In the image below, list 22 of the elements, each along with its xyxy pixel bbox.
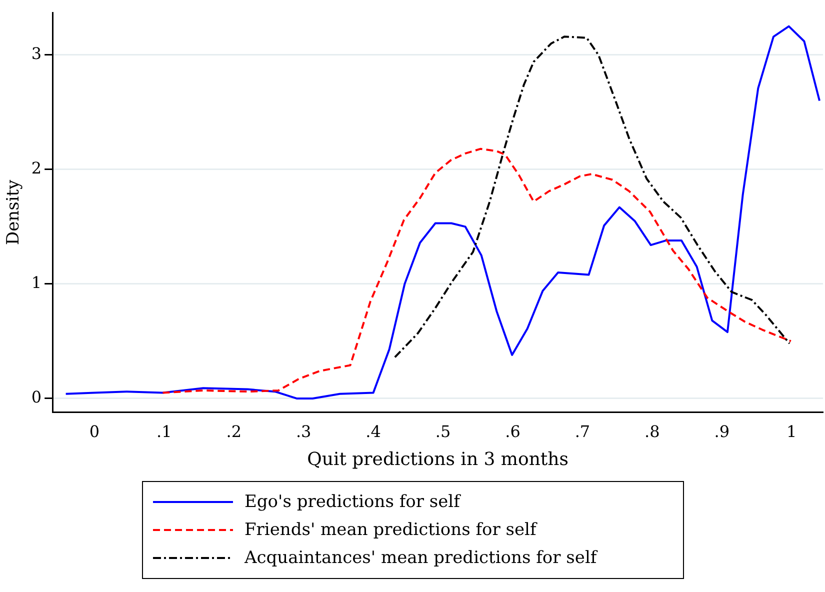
line-series [162,148,792,394]
x-tick-label: .9 [714,422,730,441]
y-axis-title: Density [4,179,24,246]
y-tick-label: 0 [31,388,42,407]
legend-label: Friends' mean predictions for self [244,520,536,540]
x-tick-label: 1 [786,422,797,441]
y-tick-label: 2 [31,158,42,178]
x-tick-label: .7 [574,422,590,441]
y-tick-label: 1 [31,273,42,292]
y-tick-label: 3 [31,44,42,64]
x-tick-label: .8 [644,422,660,441]
line-series [394,36,791,358]
legend-label: Ego's predictions for self [244,492,460,512]
x-axis-title: Quit predictions in 3 months [307,448,568,470]
x-tick-label: .2 [226,422,242,441]
x-tick-label: .4 [366,422,381,441]
legend-label: Acquaintances' mean predictions for self [244,548,597,568]
x-tick-label: .3 [296,422,312,441]
x-tick-label: .1 [156,422,172,441]
x-tick-label: .6 [505,422,520,441]
x-tick-label: 0 [89,422,100,441]
x-tick-label: .5 [435,422,451,441]
